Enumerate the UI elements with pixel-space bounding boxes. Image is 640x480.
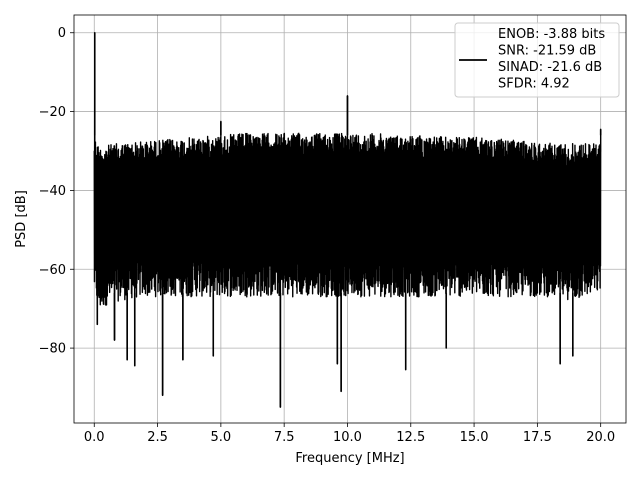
x-axis-label: Frequency [MHz] bbox=[295, 451, 404, 466]
y-tick-label: 0 bbox=[58, 26, 66, 41]
psd-line bbox=[93, 32, 602, 408]
y-tick-label: −40 bbox=[39, 184, 66, 199]
axes-frame bbox=[73, 14, 627, 424]
x-tick-label: 12.5 bbox=[396, 430, 425, 445]
legend-snr: SNR: -21.59 dB bbox=[498, 44, 596, 59]
legend-enob: ENOB: -3.88 bits bbox=[498, 27, 605, 42]
y-tick-label: −60 bbox=[39, 263, 66, 278]
x-tick-label: 2.5 bbox=[147, 430, 168, 445]
legend: ENOB: -3.88 bits SNR: -21.59 dB SINAD: -… bbox=[454, 22, 620, 98]
x-tick-label: 0.0 bbox=[84, 430, 105, 445]
y-tick-label: −80 bbox=[39, 342, 66, 357]
x-tick-label: 15.0 bbox=[460, 430, 489, 445]
psd-trace bbox=[93, 32, 602, 408]
x-tick-label: 7.5 bbox=[274, 430, 295, 445]
x-tick-label: 17.5 bbox=[523, 430, 552, 445]
legend-sfdr: SFDR: 4.92 bbox=[498, 77, 570, 92]
y-axis-label: PSD [dB] bbox=[14, 190, 29, 248]
x-tick-label: 5.0 bbox=[211, 430, 232, 445]
legend-box bbox=[454, 22, 620, 98]
x-tick-label: 20.0 bbox=[586, 430, 615, 445]
axis-ticks: 0.0 2.5 5.0 7.5 10.0 12.5 15.0 17.5 20.0 0 −20 −40 −… bbox=[39, 26, 616, 445]
x-tick-label: 10.0 bbox=[333, 430, 362, 445]
y-tick-label: −20 bbox=[39, 105, 66, 120]
legend-sinad: SINAD: -21.6 dB bbox=[498, 60, 602, 75]
